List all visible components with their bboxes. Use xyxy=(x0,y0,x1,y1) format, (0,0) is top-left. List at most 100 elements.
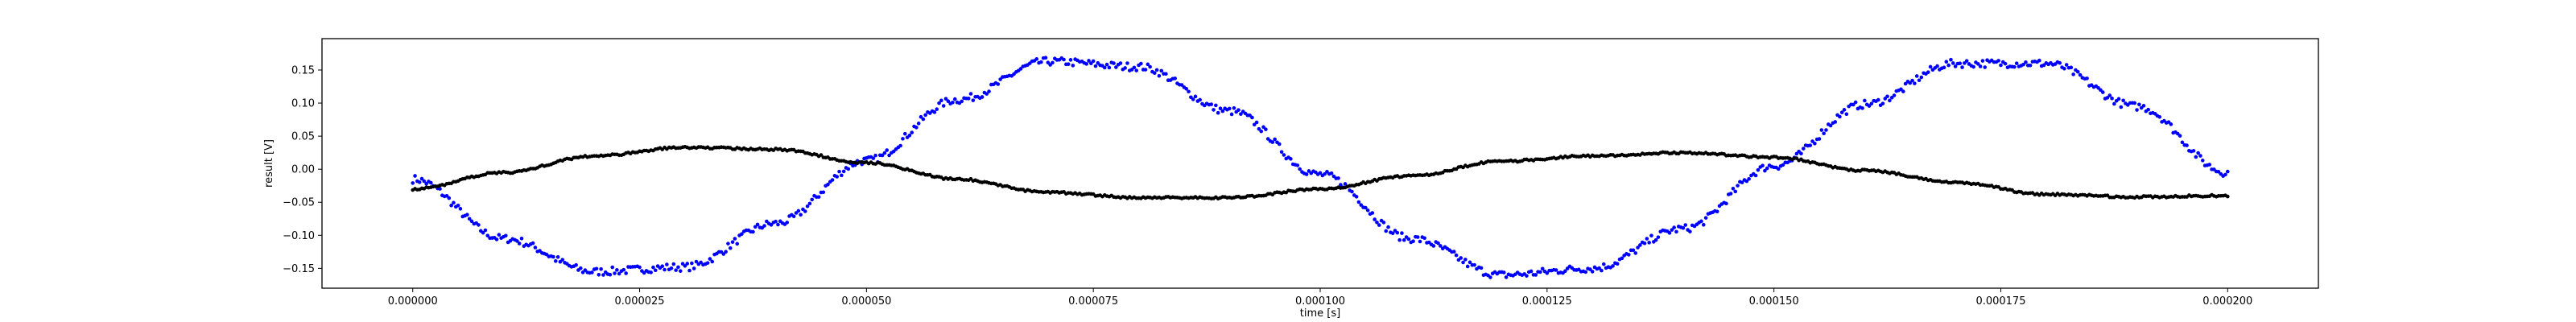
data-point xyxy=(1431,244,1436,248)
data-point xyxy=(901,137,905,141)
data-point xyxy=(477,223,481,227)
data-point xyxy=(1459,256,1463,260)
data-point xyxy=(1264,127,1268,131)
data-point xyxy=(1252,122,1257,127)
data-point xyxy=(690,261,694,266)
data-point xyxy=(1636,246,1640,250)
data-point xyxy=(613,271,617,275)
data-point xyxy=(819,153,824,157)
data-point xyxy=(1279,150,1284,155)
data-point xyxy=(1670,228,1674,232)
data-point xyxy=(485,233,490,237)
data-point xyxy=(617,271,621,276)
data-point xyxy=(1583,270,1588,275)
data-point xyxy=(730,240,735,244)
data-point xyxy=(1839,110,1844,114)
data-point xyxy=(1833,120,1838,124)
data-point xyxy=(1964,59,1969,63)
data-point xyxy=(1731,186,1736,191)
data-point xyxy=(594,266,599,271)
data-point xyxy=(882,151,887,155)
data-point xyxy=(465,213,469,217)
data-point xyxy=(530,241,535,246)
data-point xyxy=(898,143,902,148)
data-point xyxy=(1867,104,1872,108)
data-point xyxy=(1488,275,1492,279)
data-point xyxy=(2121,98,2125,103)
data-point xyxy=(1525,274,1529,278)
data-point xyxy=(846,167,851,171)
data-point xyxy=(624,271,628,275)
data-point xyxy=(413,174,417,178)
data-point xyxy=(1978,64,1983,68)
data-point xyxy=(1688,229,1692,233)
data-point xyxy=(1295,163,1300,167)
data-point xyxy=(1946,63,1951,68)
data-point xyxy=(660,264,665,269)
data-point xyxy=(1254,120,1259,125)
data-point xyxy=(1600,268,1604,273)
data-point xyxy=(1402,237,1406,242)
data-point xyxy=(753,225,758,229)
data-point xyxy=(1261,125,1265,130)
x-tick-label: 0.000150 xyxy=(1749,295,1799,308)
data-point xyxy=(1674,229,1678,234)
data-point xyxy=(1051,60,1055,65)
data-point xyxy=(1364,205,1368,210)
data-point xyxy=(1400,231,1404,235)
data-point xyxy=(1999,63,2003,68)
data-point xyxy=(755,222,760,227)
data-point xyxy=(1146,62,1150,67)
data-point xyxy=(705,261,710,265)
data-point xyxy=(1350,189,1354,194)
data-point xyxy=(1123,66,1127,70)
data-point xyxy=(1454,253,1459,258)
data-point xyxy=(1381,221,1386,225)
data-point xyxy=(2119,105,2124,109)
data-point xyxy=(1701,222,1706,227)
data-point xyxy=(422,179,427,184)
data-point xyxy=(1139,61,1143,66)
data-point xyxy=(2178,134,2182,138)
data-point xyxy=(1808,143,1813,147)
data-point xyxy=(1756,167,1761,172)
data-point xyxy=(2075,69,2080,74)
y-tick-label: 0.00 xyxy=(291,164,315,176)
data-point xyxy=(708,257,712,261)
x-tick-label: 0.000200 xyxy=(2202,295,2252,308)
data-point xyxy=(2166,120,2171,124)
data-point xyxy=(452,200,456,205)
data-point xyxy=(1102,65,1107,70)
data-point xyxy=(1949,57,1953,62)
data-point xyxy=(1996,59,2000,63)
data-point xyxy=(699,260,703,265)
data-point xyxy=(2191,149,2196,153)
data-point xyxy=(1917,78,1922,83)
data-point xyxy=(1504,275,1509,279)
data-point xyxy=(597,272,601,277)
data-point xyxy=(678,269,683,273)
data-point xyxy=(533,246,538,250)
data-point xyxy=(551,254,555,259)
data-point xyxy=(665,262,669,266)
y-tick-label: −0.10 xyxy=(283,230,315,242)
data-point xyxy=(1289,157,1293,161)
data-point xyxy=(608,272,613,277)
x-tick-label: 0.000125 xyxy=(1522,295,1572,308)
data-point xyxy=(1265,137,1270,141)
data-point xyxy=(1179,83,1184,87)
data-point xyxy=(1270,140,1275,144)
data-point xyxy=(1601,262,1606,266)
data-point xyxy=(960,99,964,104)
data-point xyxy=(2100,90,2105,94)
data-point xyxy=(1801,147,1806,151)
data-point xyxy=(1184,86,1189,91)
data-point xyxy=(694,259,699,264)
data-point xyxy=(1724,201,1728,206)
data-point xyxy=(676,265,680,270)
data-point xyxy=(1914,74,1919,78)
y-tick-label: −0.05 xyxy=(283,197,315,209)
data-point xyxy=(456,203,460,208)
data-point xyxy=(1885,94,1889,99)
data-point xyxy=(1193,94,1198,99)
